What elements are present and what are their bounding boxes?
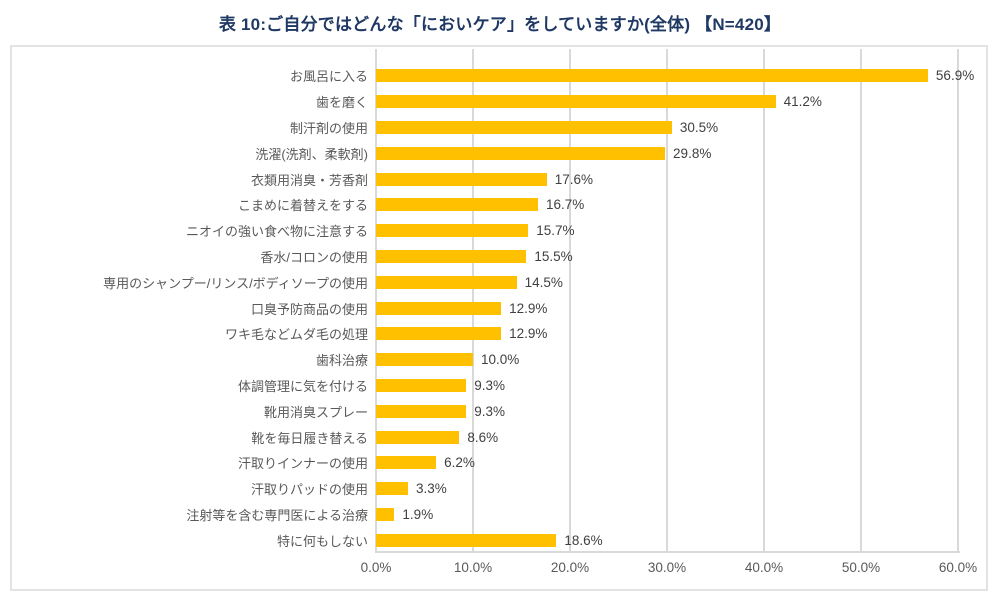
category-label: 汗取りインナーの使用 [237,456,368,472]
page-title: 表 10:ご自分ではどんな「においケア」をしていますか(全体) 【N=420】 [218,15,782,34]
x-tick-label: 40.0% [744,560,784,575]
bar [376,507,395,521]
x-tick-label: 20.0% [550,560,590,575]
bar-row: 12.9% [376,295,958,321]
bar-row: 1.9% [376,502,958,528]
bar-value-label: 9.3% [474,377,505,393]
bar [376,353,473,367]
bar-value-label: 12.9% [509,300,548,316]
category-label: 衣類用消臭・芳香剤 [250,172,368,188]
bar [376,95,776,109]
bar [376,146,666,160]
category-label: 洗濯(洗剤、柔軟剤) [255,146,368,162]
bar [376,404,467,418]
bar [376,456,437,470]
bar [376,378,467,392]
bar-row: 6.2% [376,450,958,476]
bar-value-label: 9.3% [474,403,505,419]
bar [376,120,672,134]
bar [376,275,517,289]
x-tick-label: 0.0% [360,560,392,575]
bar-row: 29.8% [376,140,958,166]
x-tick-label: 50.0% [841,560,881,575]
gridline-20.0% [568,49,571,553]
x-axis-line [376,551,960,553]
x-tick-label: 30.0% [647,560,687,575]
bar-row: 15.5% [376,244,958,270]
category-label: 体調管理に気を付ける [237,378,368,394]
bar [376,533,557,547]
category-label: 歯を磨く [315,95,368,111]
bar-row: 56.9% [376,63,974,89]
bar [376,172,547,186]
bar-value-label: 18.6% [564,532,603,548]
x-tick-label: 10.0% [453,560,493,575]
bar-value-label: 30.5% [679,119,719,135]
category-label: ワキ毛などムダ毛の処理 [224,327,368,343]
bar [376,482,408,496]
bar-value-label: 3.3% [416,481,447,497]
category-label: 口臭予防商品の使用 [250,301,368,317]
gridline-40.0% [762,49,765,553]
bar-value-label: 1.9% [402,506,434,522]
category-label: 靴用消臭スプレー [263,404,368,420]
gridline-30.0% [666,49,668,553]
gridline-0.0% [375,49,377,553]
category-label: 靴を毎日履き替える [251,430,368,446]
bar [376,198,538,212]
gridline-60.0% [957,49,959,553]
bar-value-label: 10.0% [481,352,520,368]
bar-value-label: 17.6% [554,171,593,187]
bar-value-label: 41.2% [783,94,822,110]
bar-value-label: 8.6% [467,429,499,445]
gridlines [375,49,959,553]
bar-value-label: 16.7% [545,197,585,213]
bar-row: 16.7% [376,192,958,218]
category-label: 専用のシャンプー/リンス/ボディソープの使用 [103,275,368,291]
category-label: ニオイの強い食べ物に注意する [185,224,368,240]
bar-chart: お風呂に入る歯を磨く制汗剤の使用洗濯(洗剤、柔軟剤) 衣類用消臭・芳香剤こまめに着… [10,45,988,591]
bar-value-label: 12.9% [509,326,548,342]
bar-row: 8.6% [376,424,958,450]
category-label: 歯科治療 [315,353,368,369]
bar-value-label: 6.2% [444,455,475,471]
bar-value-label: 29.8% [673,145,712,161]
category-label: 特に何もしない [276,533,368,549]
bar [376,249,527,263]
bar-row: 10.0% [376,347,958,373]
x-axis: 0.0% 10.0% 20.0% 30.0% 40.0% 50.0% 60.0% [361,560,978,580]
plot-area: 56.9% 41.2% 30.5% 29.8% 17.6% 16.7% 15.7% 15.5%… [376,63,974,553]
bar-value-label: 14.5% [524,274,563,290]
category-label: お風呂に入る [289,69,368,85]
category-axis: お風呂に入る歯を磨く制汗剤の使用洗濯(洗剤、柔軟剤) 衣類用消臭・芳香剤こまめに着… [12,63,368,553]
bar-row: 41.2% [376,89,958,115]
bar-row: 18.6% [376,527,958,553]
bar-value-label: 15.7% [536,223,575,239]
x-tick-label: 60.0% [938,560,978,575]
category-label: こまめに着替えをする [237,198,368,214]
bar-row: 14.5% [376,269,958,295]
gridline-10.0% [471,49,474,553]
gridline-50.0% [860,49,862,553]
bar-row: 3.3% [376,476,958,502]
bar [376,301,502,315]
bar-value-label: 15.5% [534,248,573,264]
bar-row: 9.3% [376,373,958,399]
bar-row: 12.9% [376,321,958,347]
category-label: 制汗剤の使用 [289,120,368,136]
bar-row: 15.7% [376,218,958,244]
category-label: 汗取りパッドの使用 [250,482,368,498]
bar-value-label: 56.9% [935,68,975,84]
bar [376,69,928,83]
bar [376,224,529,238]
bar-row: 17.6% [376,166,958,192]
bar-row: 9.3% [376,398,958,424]
category-label: 注射等を含む専門医による治療 [186,507,368,523]
bar-row: 30.5% [376,115,958,141]
bar [376,430,460,444]
category-label: 香水/コロンの使用 [260,249,368,265]
bar [376,327,502,341]
